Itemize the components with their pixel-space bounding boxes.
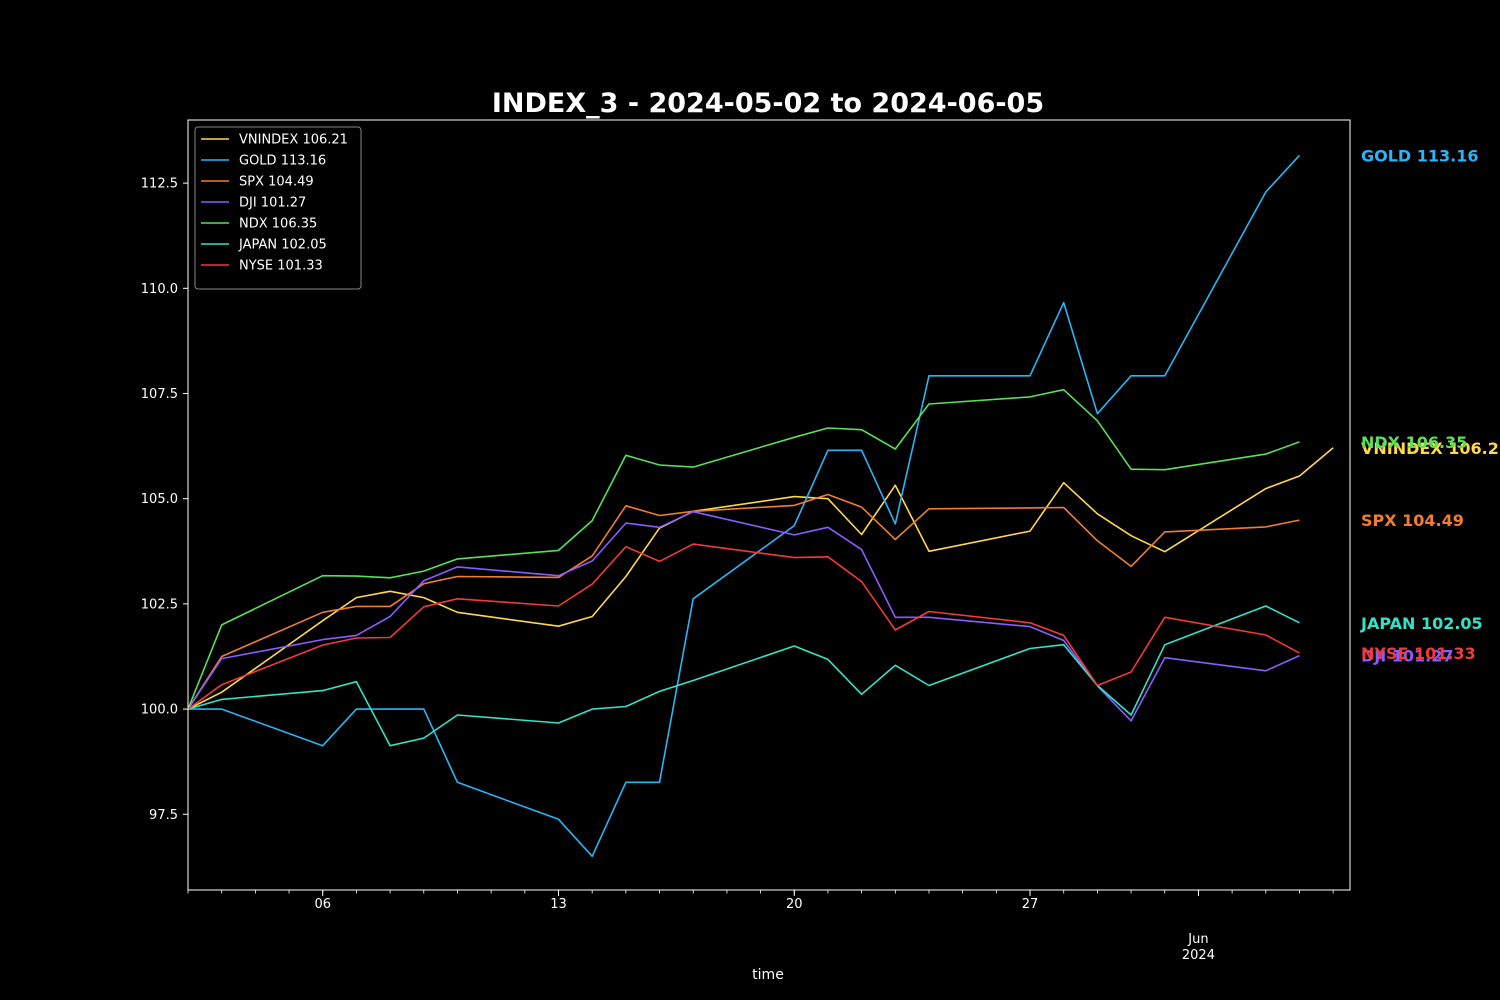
legend-entry-3: DJI 101.27 [239, 196, 306, 211]
x-tick-label: 27 [1022, 897, 1039, 912]
y-tick-label: 100.0 [141, 703, 178, 718]
legend: VNINDEX 106.21 GOLD 113.16 SPX 104.49 DJI 1… [194, 126, 362, 290]
chart-title: INDEX_3 - 2024-05-02 to 2024-06-05 [492, 88, 1044, 119]
x-tick-label: 13 [550, 897, 567, 912]
end-label-6: NYSE 101.33 [1361, 644, 1476, 663]
legend-entry-0: VNINDEX 106.21 [239, 133, 348, 148]
legend-entry-1: GOLD 113.16 [239, 154, 326, 169]
legend-entry-6: NYSE 101.33 [239, 259, 323, 274]
legend-entry-2: SPX 104.49 [239, 175, 314, 190]
x-tick-label: 06 [314, 897, 331, 912]
legend-box [194, 126, 362, 290]
y-tick-label: 107.5 [141, 387, 178, 402]
plot-area-frame [187, 119, 1351, 891]
series-line-4 [187, 388, 1300, 710]
y-tick-label: 105.0 [141, 492, 178, 507]
series-line-2 [187, 493, 1300, 710]
end-labels: VNINDEX 106.21 GOLD 113.16 SPX 104.49 DJI 1… [1360, 146, 1500, 665]
series-line-1 [188, 154, 1301, 858]
x-axis-label: time [752, 967, 784, 983]
series-line-0 [187, 447, 1334, 710]
x-tick-sublabel: 2024 [1182, 948, 1215, 963]
y-axis: 97.5 100.0 102.5 105.0 107.5 110.0 112.5 [141, 177, 188, 823]
end-label-5: JAPAN 102.05 [1360, 614, 1483, 633]
y-tick-label: 112.5 [141, 177, 178, 192]
end-label-4: NDX 106.35 [1361, 433, 1467, 452]
series-line-6 [187, 543, 1300, 710]
end-label-3: DJI 101.27 [1361, 647, 1454, 666]
series-line-5 [187, 605, 1300, 747]
end-label-1: GOLD 113.16 [1361, 146, 1479, 165]
end-label-0: VNINDEX 106.21 [1361, 439, 1500, 458]
y-tick-label: 110.0 [141, 282, 178, 297]
x-tick-label: Jun [1187, 932, 1208, 947]
series-layer [187, 154, 1334, 858]
legend-entry-4: NDX 106.35 [239, 217, 317, 232]
y-tick-label: 97.5 [149, 808, 178, 823]
legend-entry-5: JAPAN 102.05 [238, 238, 327, 253]
series-line-3 [187, 510, 1300, 722]
y-tick-label: 102.5 [141, 597, 178, 612]
x-tick-label: 20 [786, 897, 803, 912]
end-label-2: SPX 104.49 [1361, 511, 1464, 530]
